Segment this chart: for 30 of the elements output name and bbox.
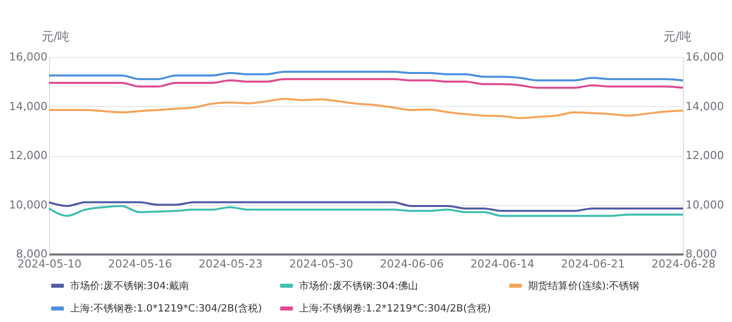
legend-label: 市场价:废不锈钢:304:戴南 — [70, 280, 190, 292]
line-series — [48, 98, 684, 120]
y2-tick-label: 8,000 — [686, 248, 717, 260]
y2-tick-label: 12,000 — [686, 149, 724, 162]
line-series — [48, 201, 684, 212]
x-tick-label: 2024-06-28 — [652, 258, 716, 270]
x-tick-label: 2024-05-16 — [108, 258, 172, 270]
y-tick-label: 10,000 — [9, 198, 48, 212]
y-axis-title: 元/吨 — [42, 30, 70, 44]
legend-label: 期货结算价(连续):不锈钢 — [528, 280, 640, 292]
line-series — [48, 70, 684, 82]
x-tick-label: 2024-06-21 — [560, 258, 625, 270]
y-tick-label: 16,000 — [9, 50, 48, 64]
y-tick-label: 8,000 — [16, 248, 48, 260]
x-tick-label: 2024-05-23 — [198, 258, 263, 270]
legend-label: 上海:不锈钢卷:1.0*1219*C:304/2B(含税) — [70, 302, 262, 314]
legend-label: 上海:不锈钢卷:1.2*1219*C:304/2B(含税) — [299, 302, 492, 314]
x-tick-label: 2024-05-10 — [18, 258, 82, 270]
y2-tick-label: 14,000 — [686, 100, 724, 113]
x-tick-label: 2024-06-14 — [470, 258, 534, 270]
y2-tick-label: 10,000 — [686, 198, 724, 212]
y-tick-label: 14,000 — [9, 100, 48, 113]
line-series — [48, 78, 684, 89]
x-tick-label: 2024-05-30 — [289, 258, 354, 270]
y2-tick-label: 16,000 — [686, 50, 724, 64]
legend-label: 市场价:废不锈钢:304:佛山 — [299, 280, 418, 292]
y2-axis-title: 元/吨 — [663, 30, 692, 44]
y-tick-label: 12,000 — [9, 149, 48, 162]
x-tick-label: 2024-06-06 — [380, 258, 444, 270]
line-series — [48, 204, 684, 217]
